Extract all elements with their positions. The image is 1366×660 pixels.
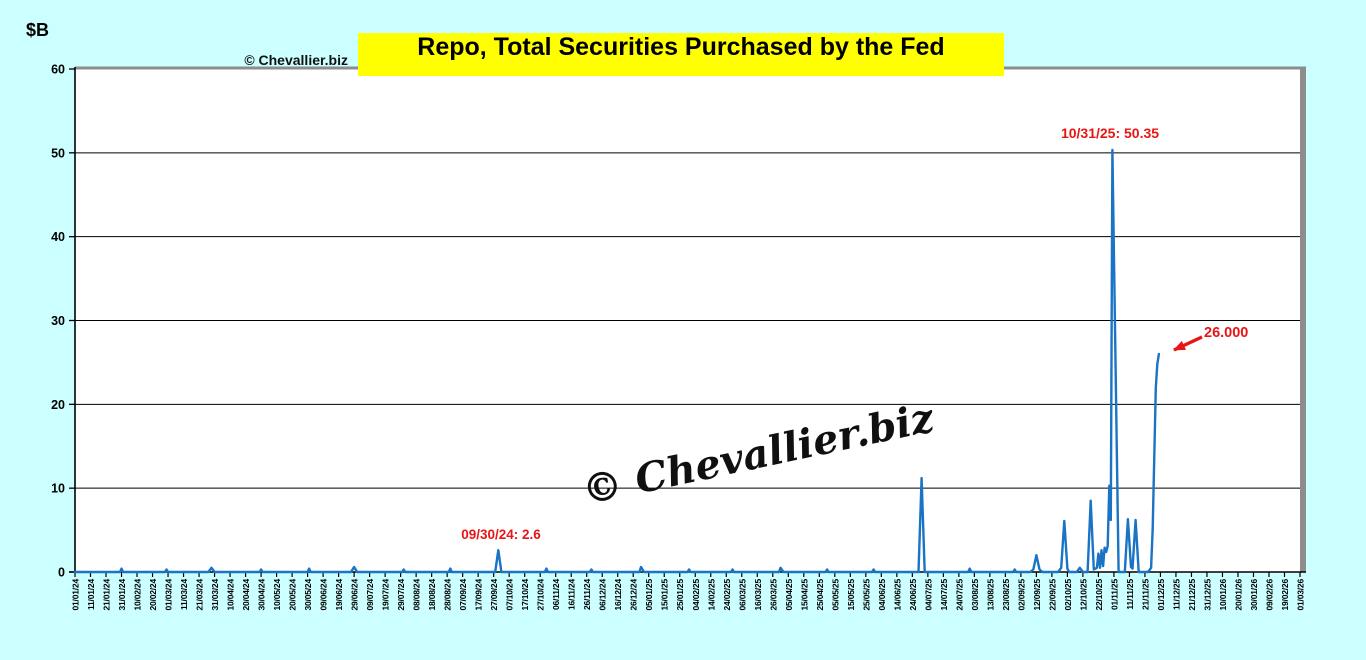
x-tick-label: 15/04/25 (799, 579, 809, 611)
x-tick-label: 14/02/25 (706, 579, 716, 611)
x-tick-label: 12/09/25 (1032, 579, 1042, 611)
x-tick-label: 13/08/25 (985, 579, 995, 611)
x-tick-label: 11/12/25 (1171, 579, 1181, 610)
x-tick-label: 22/09/25 (1047, 579, 1057, 611)
x-tick-label: 04/07/25 (923, 579, 933, 611)
x-tick-label: 31/12/25 (1202, 579, 1212, 611)
x-tick-label: 19/07/24 (381, 579, 391, 611)
x-tick-label: 20/05/24 (288, 579, 298, 611)
x-tick-label: 28/08/24 (443, 579, 453, 611)
plot-border-right (1300, 67, 1306, 572)
x-tick-label: 16/12/24 (613, 579, 623, 611)
x-tick-label: 06/12/24 (598, 579, 608, 611)
y-tick-label: 40 (51, 230, 65, 244)
x-tick-label: 20/01/26 (1233, 579, 1243, 611)
y-axis-unit-label: $B (26, 20, 50, 40)
x-tick-label: 01/01/24 (71, 579, 81, 611)
annotation-sep30: 09/30/24: 2.6 (461, 527, 541, 542)
x-tick-label: 27/09/24 (489, 579, 499, 611)
x-tick-label: 25/01/25 (675, 579, 685, 611)
y-tick-label: 60 (51, 63, 65, 77)
x-tick-label: 05/05/25 (830, 579, 840, 611)
y-tick-label: 30 (51, 314, 65, 328)
y-tick-label: 0 (58, 566, 65, 580)
x-tick-label: 25/05/25 (861, 579, 871, 611)
x-tick-label: 10/05/24 (272, 579, 282, 611)
repo-data-line (73, 148, 1161, 574)
x-tick-label: 02/10/25 (1063, 579, 1073, 611)
x-tick-label: 05/04/25 (784, 579, 794, 611)
x-tick-label: 22/10/25 (1094, 579, 1104, 611)
x-tick-label: 14/07/25 (939, 579, 949, 611)
y-tick-label: 50 (51, 146, 65, 160)
x-tick-label: 19/02/26 (1280, 579, 1290, 611)
x-tick-label: 01/12/25 (1156, 579, 1166, 611)
x-tick-label: 21/12/25 (1187, 579, 1197, 611)
x-tick-label: 21/11/25 (1140, 579, 1150, 610)
y-tick-label: 20 (51, 398, 65, 412)
annotation-last-value: 26.000 (1204, 325, 1249, 341)
x-tick-label: 01/11/25 (1109, 579, 1119, 610)
x-tick-label: 23/08/25 (1001, 579, 1011, 611)
x-tick-label: 08/08/24 (412, 579, 422, 611)
x-tick-label: 31/03/24 (210, 579, 220, 611)
x-tick-label: 16/11/24 (567, 579, 577, 610)
x-tick-label: 21/01/24 (102, 579, 112, 611)
x-tick-label: 10/02/24 (133, 579, 143, 611)
x-tick-label: 09/07/24 (365, 579, 375, 611)
x-tick-label: 29/07/24 (396, 579, 406, 611)
x-tick-label: 04/02/25 (691, 579, 701, 611)
x-tick-label: 30/01/26 (1249, 579, 1259, 611)
x-tick-label: 15/05/25 (846, 579, 856, 611)
x-tick-label: 03/08/25 (970, 579, 980, 611)
x-tick-label: 01/03/26 (1296, 579, 1306, 611)
x-tick-label: 07/10/24 (505, 579, 515, 611)
x-tick-label: 17/09/24 (474, 579, 484, 611)
x-tick-label: 21/03/24 (195, 579, 205, 611)
x-tick-label: 04/06/25 (877, 579, 887, 611)
x-tick-label: 19/06/24 (334, 579, 344, 611)
x-tick-label: 30/05/24 (303, 579, 313, 611)
y-tick-label: 10 (51, 482, 65, 496)
x-tick-label: 25/04/25 (815, 579, 825, 611)
annotation-arrow (1173, 335, 1203, 352)
x-tick-label: 06/11/24 (551, 579, 561, 610)
x-tick-label: 14/06/25 (892, 579, 902, 611)
x-tick-label: 15/01/25 (660, 579, 670, 611)
x-tick-label: 24/02/25 (722, 579, 732, 611)
x-tick-label: 29/06/24 (350, 579, 360, 611)
x-tick-label: 20/02/24 (148, 579, 158, 611)
x-tick-label: 26/11/24 (582, 579, 592, 610)
x-tick-label: 07/09/24 (458, 579, 468, 611)
x-tick-label: 11/03/24 (179, 579, 189, 610)
x-tick-label: 24/06/25 (908, 579, 918, 611)
x-tick-label: 20/04/24 (241, 579, 251, 611)
x-tick-label: 30/04/24 (257, 579, 267, 611)
x-tick-label: 10/04/24 (226, 579, 236, 611)
copyright-text: © Chevallier.biz (244, 52, 348, 68)
annotation-oct31-peak: 10/31/25: 50.35 (1060, 125, 1160, 141)
x-tick-label: 11/11/25 (1125, 579, 1135, 610)
x-tick-label: 18/08/24 (427, 579, 437, 611)
x-tick-label: 02/09/25 (1016, 579, 1026, 611)
x-tick-label: 17/10/24 (520, 579, 530, 611)
x-tick-label: 12/10/25 (1078, 579, 1088, 611)
x-tick-label: 05/01/25 (644, 579, 654, 611)
x-tick-label: 31/01/24 (117, 579, 127, 611)
x-tick-label: 01/03/24 (164, 579, 174, 611)
x-tick-label: 09/02/26 (1264, 579, 1274, 611)
x-tick-label: 27/10/24 (536, 579, 546, 611)
x-tick-label: 06/03/25 (737, 579, 747, 611)
x-tick-label: 26/12/24 (629, 579, 639, 611)
x-tick-label: 24/07/25 (954, 579, 964, 611)
x-tick-label: 16/03/25 (753, 579, 763, 611)
x-tick-label: 10/01/26 (1218, 579, 1228, 611)
x-tick-label: 11/01/24 (86, 579, 96, 610)
chart-title: Repo, Total Securities Purchased by the … (358, 33, 1004, 76)
x-tick-label: 26/03/25 (768, 579, 778, 611)
x-tick-label: 09/06/24 (319, 579, 329, 611)
